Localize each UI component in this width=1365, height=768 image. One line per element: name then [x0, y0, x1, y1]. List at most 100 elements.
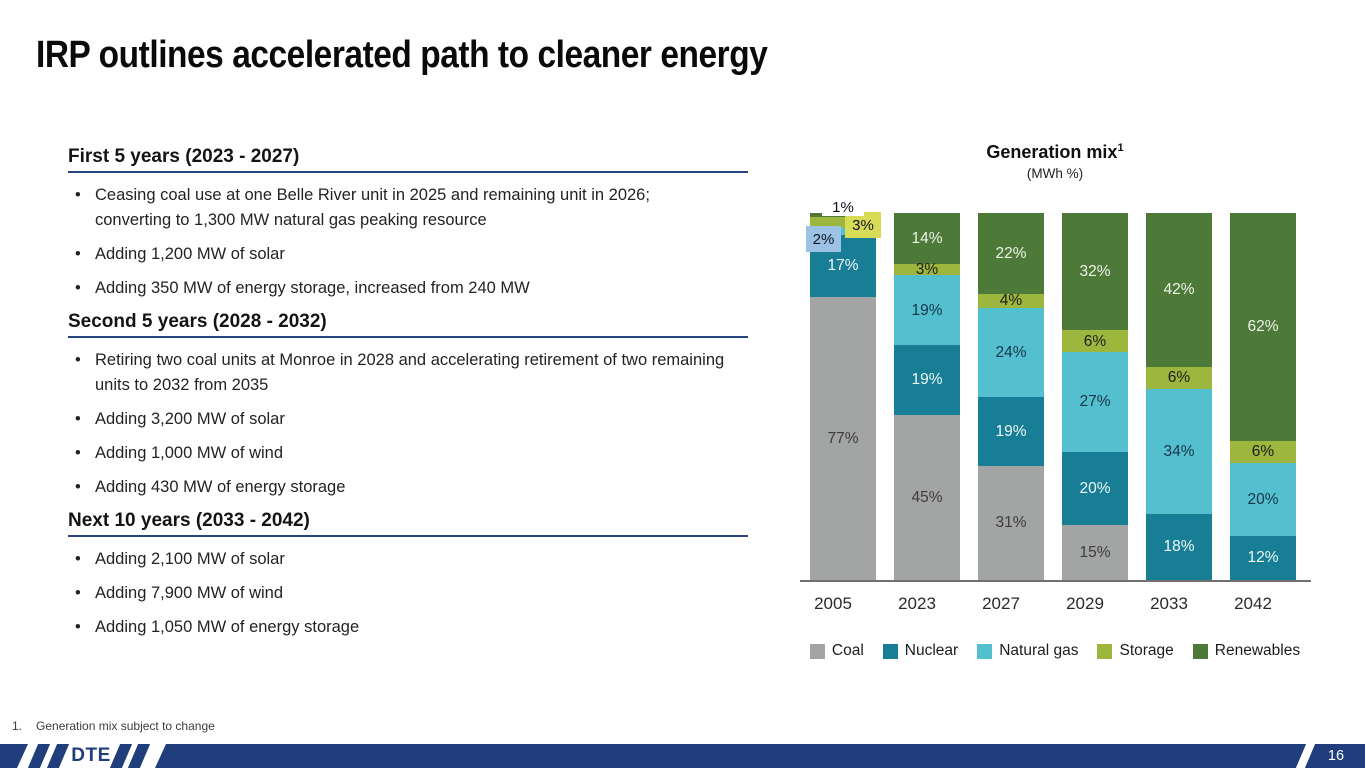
callout-storage-2005: 3%: [845, 212, 881, 238]
bullet-item: Adding 1,050 MW of energy storage: [68, 615, 728, 640]
segment-value-label: 18%: [1163, 538, 1195, 556]
segment-value-label: 6%: [1167, 369, 1191, 387]
x-axis-label-2023: 2023: [898, 594, 936, 613]
section-heading: First 5 years (2023 - 2027): [68, 146, 748, 173]
segment-natural-gas-2027: 24%: [978, 308, 1044, 397]
x-axis-label-2042: 2042: [1234, 594, 1272, 613]
segment-value-label: 19%: [911, 371, 943, 389]
segment-renewables-2023: 14%: [894, 213, 960, 265]
segment-value-label: 17%: [827, 257, 859, 275]
legend-swatch-nuclear: [882, 643, 898, 659]
brand-bar: DTE 16: [0, 744, 1365, 768]
segment-natural-gas-2005: [810, 227, 876, 236]
chart-panel: Generation mix1 (MWh %) 17% 77% 14% 3% 19% 19…: [790, 137, 1320, 682]
section-next-10-years-2033-2042-: Next 10 years (2033 - 2042) Adding 2,100 …: [68, 510, 748, 640]
chart-plot: 17% 77% 14% 3% 19% 19% 45% 22% 4% 24% 19% 31% 32% 6% 2…: [800, 199, 1311, 582]
bar-2023: 14% 3% 19% 19% 45%: [894, 213, 960, 580]
segment-storage-2023: 3%: [894, 261, 960, 279]
segment-storage-2042: 6%: [1230, 440, 1296, 463]
page-number: 16: [1327, 748, 1345, 764]
segment-value-label: 20%: [1247, 490, 1279, 508]
segment-value-label: 32%: [1079, 263, 1111, 280]
segment-coal-2027: 31%: [978, 466, 1044, 580]
segment-value-label: 42%: [1163, 281, 1195, 299]
legend-item-coal: Coal: [809, 642, 864, 660]
segment-value-label: 6%: [1251, 442, 1275, 460]
bar-2042: 62% 6% 20% 12%: [1230, 213, 1296, 580]
legend-label: Natural gas: [999, 642, 1079, 659]
segment-coal-2023: 45%: [894, 414, 960, 580]
segment-nuclear-2029: 20%: [1062, 451, 1128, 525]
legend-item-renewables: Renewables: [1192, 642, 1300, 660]
segment-value-label: 12%: [1247, 549, 1279, 567]
section-first-5-years-2023-2027-: First 5 years (2023 - 2027) Ceasing coal …: [68, 146, 748, 301]
bullet-list: Ceasing coal use at one Belle River unit…: [68, 183, 748, 301]
bullet-item: Adding 430 MW of energy storage: [68, 475, 728, 500]
legend-label: Coal: [831, 642, 864, 659]
segment-nuclear-2023: 19%: [894, 345, 960, 415]
segment-coal-2029: 15%: [1062, 524, 1128, 580]
segment-renewables-2027: 22%: [978, 213, 1044, 294]
section-heading: Second 5 years (2028 - 2032): [68, 311, 748, 338]
segment-natural-gas-2023: 19%: [894, 275, 960, 346]
bar-2027: 22% 4% 24% 19% 31%: [978, 213, 1044, 580]
legend-swatch-natural-gas: [977, 643, 993, 659]
bar-2033: 42% 6% 34% 18%: [1146, 213, 1212, 580]
callout-renewables-2005: 1%: [822, 199, 864, 216]
chart-title: Generation mix1: [790, 137, 1320, 163]
bar-2029: 32% 6% 27% 20% 15%: [1062, 213, 1128, 580]
segment-storage-2029: 6%: [1062, 330, 1128, 353]
segment-natural-gas-2029: 27%: [1062, 352, 1128, 452]
x-axis-label-2029: 2029: [1066, 594, 1104, 613]
segment-coal-2005: 77%: [810, 297, 876, 580]
segment-value-label: 22%: [995, 244, 1027, 262]
chart-title-text: Generation mix: [986, 142, 1118, 162]
bullet-item: Adding 1,200 MW of solar: [68, 242, 728, 267]
legend-swatch-renewables: [1192, 643, 1208, 659]
segment-renewables-2029: 32%: [1062, 213, 1128, 331]
chart-subtitle: (MWh %): [1026, 166, 1084, 181]
segment-storage-2033: 6%: [1146, 367, 1212, 390]
bullet-item: Adding 7,900 MW of wind: [68, 581, 728, 606]
brand-bar-background: [0, 744, 1365, 768]
segment-value-label: 34%: [1163, 442, 1195, 460]
bullet-item: Ceasing coal use at one Belle River unit…: [68, 183, 728, 233]
bullet-item: Adding 1,000 MW of wind: [68, 441, 728, 466]
bullet-item: Retiring two coal units at Monroe in 202…: [68, 348, 728, 398]
legend-item-nuclear: Nuclear: [882, 642, 958, 660]
segment-value-label: 77%: [827, 429, 859, 447]
legend-swatch-coal: [809, 643, 825, 659]
section-second-5-years-2028-2032-: Second 5 years (2028 - 2032) Retiring two…: [68, 311, 748, 500]
segment-natural-gas-2033: 34%: [1146, 389, 1212, 514]
segment-renewables-2033: 42%: [1146, 213, 1212, 368]
legend-label: Storage: [1119, 642, 1174, 659]
segment-value-label: 45%: [911, 488, 943, 506]
segment-storage-2005: [810, 216, 876, 228]
bar-2005: 17% 77%: [810, 213, 876, 580]
bullet-item: Adding 2,100 MW of solar: [68, 547, 728, 572]
segment-value-label: 31%: [995, 514, 1027, 532]
segment-value-label: 15%: [1079, 543, 1111, 561]
chart-legend: Coal Nuclear Natural gas Storage Renewables: [790, 642, 1320, 660]
callout-natural-gas-2005: 2%: [806, 226, 841, 252]
segment-value-label: 6%: [1083, 332, 1107, 350]
legend-item-natural-gas: Natural gas: [977, 642, 1078, 660]
footnote: 1. Generation mix subject to change: [12, 719, 215, 733]
x-axis-label-2005: 2005: [814, 594, 852, 613]
page-title: IRP outlines accelerated path to cleaner…: [36, 34, 768, 76]
segment-value-label: 3%: [915, 261, 939, 279]
bullet-item: Adding 350 MW of energy storage, increas…: [68, 276, 728, 301]
footnote-text: Generation mix subject to change: [36, 719, 215, 733]
segment-value-label: 4%: [999, 292, 1023, 310]
bullet-list: Adding 2,100 MW of solar Adding 7,900 MW …: [68, 547, 748, 640]
chart-title-footnote-ref: 1: [1117, 142, 1124, 154]
x-axis-label-2033: 2033: [1150, 594, 1188, 613]
segment-value-label: 20%: [1079, 479, 1111, 497]
bullet-list: Retiring two coal units at Monroe in 202…: [68, 348, 748, 500]
footnote-marker: 1.: [12, 719, 23, 733]
segment-nuclear-2033: 18%: [1146, 513, 1212, 580]
bullet-item: Adding 3,200 MW of solar: [68, 407, 728, 432]
segment-renewables-2042: 62%: [1230, 213, 1296, 441]
segment-storage-2027: 4%: [978, 292, 1044, 310]
